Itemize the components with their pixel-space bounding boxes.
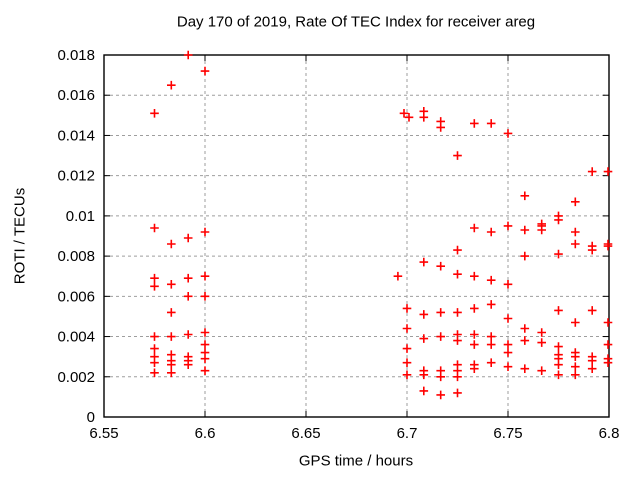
y-tick-label: 0 xyxy=(87,409,95,426)
chart-title: Day 170 of 2019, Rate Of TEC Index for r… xyxy=(176,13,536,31)
y-tick-label: 0.012 xyxy=(57,168,95,185)
y-tick-label: 0.014 xyxy=(57,127,95,144)
y-tick-label: 0.006 xyxy=(57,288,95,305)
x-axis-label: GPS time / hours xyxy=(298,452,414,470)
y-tick-label: 0.004 xyxy=(57,329,95,346)
x-tick-label: 6.8 xyxy=(599,425,620,442)
data-point-markers xyxy=(150,50,613,400)
y-tick-label: 0.002 xyxy=(57,369,95,386)
x-tick-label: 6.6 xyxy=(195,425,216,442)
x-tick-label: 6.55 xyxy=(89,425,118,442)
y-tick-label: 0.018 xyxy=(57,47,95,64)
x-tick-label: 6.65 xyxy=(291,425,320,442)
y-tick-label: 0.01 xyxy=(66,208,95,225)
plot-border xyxy=(103,54,610,418)
y-tick-label: 0.016 xyxy=(57,87,95,104)
y-tick-label: 0.008 xyxy=(57,248,95,265)
x-tick-label: 6.75 xyxy=(493,425,522,442)
x-tick-label: 6.7 xyxy=(397,425,418,442)
